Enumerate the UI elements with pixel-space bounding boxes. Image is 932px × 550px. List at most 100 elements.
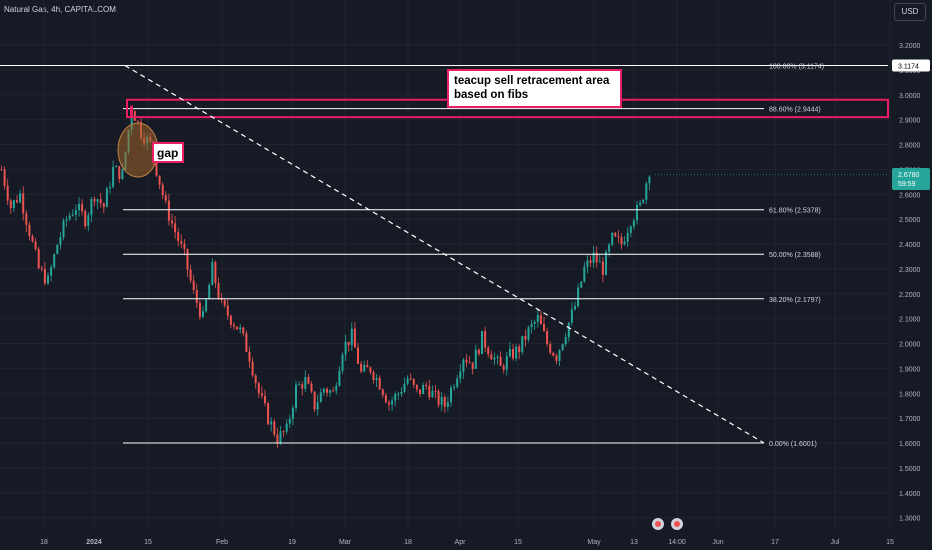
candle-body bbox=[446, 402, 449, 407]
last-price-marker bbox=[892, 168, 930, 190]
candle-body bbox=[112, 166, 115, 187]
candle-body bbox=[183, 243, 186, 250]
x-tick-label: 17 bbox=[771, 539, 779, 546]
currency-button[interactable]: USD bbox=[894, 3, 926, 21]
candle-body bbox=[133, 111, 136, 121]
candle-body bbox=[205, 299, 208, 312]
candle-body bbox=[109, 186, 111, 189]
x-tick-label: 15 bbox=[886, 539, 894, 546]
x-tick-label: Jul bbox=[831, 539, 840, 546]
candle-body bbox=[415, 384, 418, 390]
candle-body bbox=[301, 384, 304, 389]
high-price-label: 3.1174 bbox=[898, 64, 919, 71]
candle-body bbox=[570, 309, 573, 323]
candle-body bbox=[642, 199, 645, 203]
candle-body bbox=[397, 393, 400, 395]
trend-line-dashed bbox=[124, 65, 765, 444]
candle-body bbox=[592, 252, 595, 263]
candle-body bbox=[338, 370, 341, 386]
candle-body bbox=[487, 347, 490, 355]
candle-body bbox=[583, 266, 586, 282]
annotation-text: based on fibs bbox=[454, 89, 528, 101]
candle-body bbox=[546, 330, 549, 344]
candle-body bbox=[561, 344, 564, 351]
last-price-label: 2.6780 bbox=[898, 172, 920, 179]
candle-body bbox=[161, 184, 164, 196]
candle-body bbox=[443, 397, 446, 407]
candle-body bbox=[198, 302, 201, 318]
candle-body bbox=[521, 335, 524, 353]
candle-body bbox=[412, 379, 415, 385]
candle-body bbox=[431, 391, 434, 398]
candle-body bbox=[177, 232, 180, 242]
candle-body bbox=[310, 383, 313, 392]
candle-body bbox=[304, 377, 307, 389]
candle-body bbox=[636, 204, 638, 221]
candle-body bbox=[623, 241, 626, 245]
candle-body bbox=[329, 390, 332, 393]
y-tick-label: 2.2000 bbox=[899, 292, 921, 299]
candle-body bbox=[313, 391, 316, 410]
candle-body bbox=[366, 364, 369, 368]
candle-body bbox=[270, 421, 273, 425]
candle-body bbox=[62, 220, 65, 238]
fib-label: 38.20% (2.1797) bbox=[769, 297, 821, 304]
candle-body bbox=[344, 341, 347, 355]
candle-body bbox=[121, 169, 124, 179]
candle-body bbox=[74, 210, 77, 215]
candle-body bbox=[375, 377, 378, 380]
candle-body bbox=[19, 193, 22, 203]
candle-body bbox=[428, 385, 431, 398]
candle-body bbox=[37, 249, 40, 269]
candle-body bbox=[189, 269, 192, 281]
candle-body bbox=[68, 215, 71, 220]
sell-zone-marker bbox=[130, 105, 133, 118]
candle-body bbox=[505, 356, 508, 370]
candle-body bbox=[400, 391, 403, 394]
candle-body bbox=[527, 327, 530, 340]
candle-body bbox=[53, 254, 56, 268]
candle-body bbox=[598, 261, 601, 263]
candle-body bbox=[409, 378, 412, 380]
candle-body bbox=[233, 324, 235, 327]
annotation-box bbox=[447, 69, 622, 108]
candle-body bbox=[360, 363, 363, 372]
x-tick-label: 15 bbox=[514, 539, 522, 546]
candle-body bbox=[363, 364, 366, 372]
candle-body bbox=[239, 327, 242, 330]
candle-body bbox=[508, 348, 511, 357]
candle-body bbox=[99, 199, 102, 204]
candle-body bbox=[279, 431, 282, 444]
y-tick-label: 1.4000 bbox=[899, 491, 921, 498]
candle-body bbox=[50, 267, 53, 276]
candle-body bbox=[43, 268, 46, 284]
candle-body bbox=[202, 311, 204, 318]
candle-body bbox=[214, 262, 217, 283]
candle-body bbox=[105, 188, 108, 208]
candle-body bbox=[645, 183, 648, 200]
candle-body bbox=[171, 220, 173, 224]
candle-body bbox=[543, 324, 545, 331]
candle-body bbox=[577, 287, 580, 307]
y-tick-label: 2.1000 bbox=[899, 317, 921, 324]
x-tick-label: 15 bbox=[144, 539, 152, 546]
y-tick-label: 2.5000 bbox=[899, 217, 921, 224]
candle-body bbox=[350, 328, 353, 346]
candle-body bbox=[25, 213, 28, 225]
candle-body bbox=[335, 385, 338, 391]
candle-body bbox=[353, 328, 356, 348]
candle-body bbox=[558, 350, 561, 361]
x-tick-label: 2024 bbox=[86, 539, 102, 546]
countdown-label: 59:59 bbox=[898, 181, 916, 188]
candle-body bbox=[322, 388, 325, 393]
candle-body bbox=[254, 375, 257, 384]
y-tick-label: 2.6000 bbox=[899, 192, 921, 199]
candle-body bbox=[632, 220, 635, 227]
candle-body bbox=[316, 402, 319, 410]
candle-body bbox=[96, 199, 99, 202]
candle-body bbox=[288, 418, 291, 424]
x-tick-label: 14:00 bbox=[668, 539, 686, 546]
candle-body bbox=[465, 359, 468, 363]
candle-body bbox=[378, 377, 381, 390]
candle-body bbox=[369, 367, 372, 373]
